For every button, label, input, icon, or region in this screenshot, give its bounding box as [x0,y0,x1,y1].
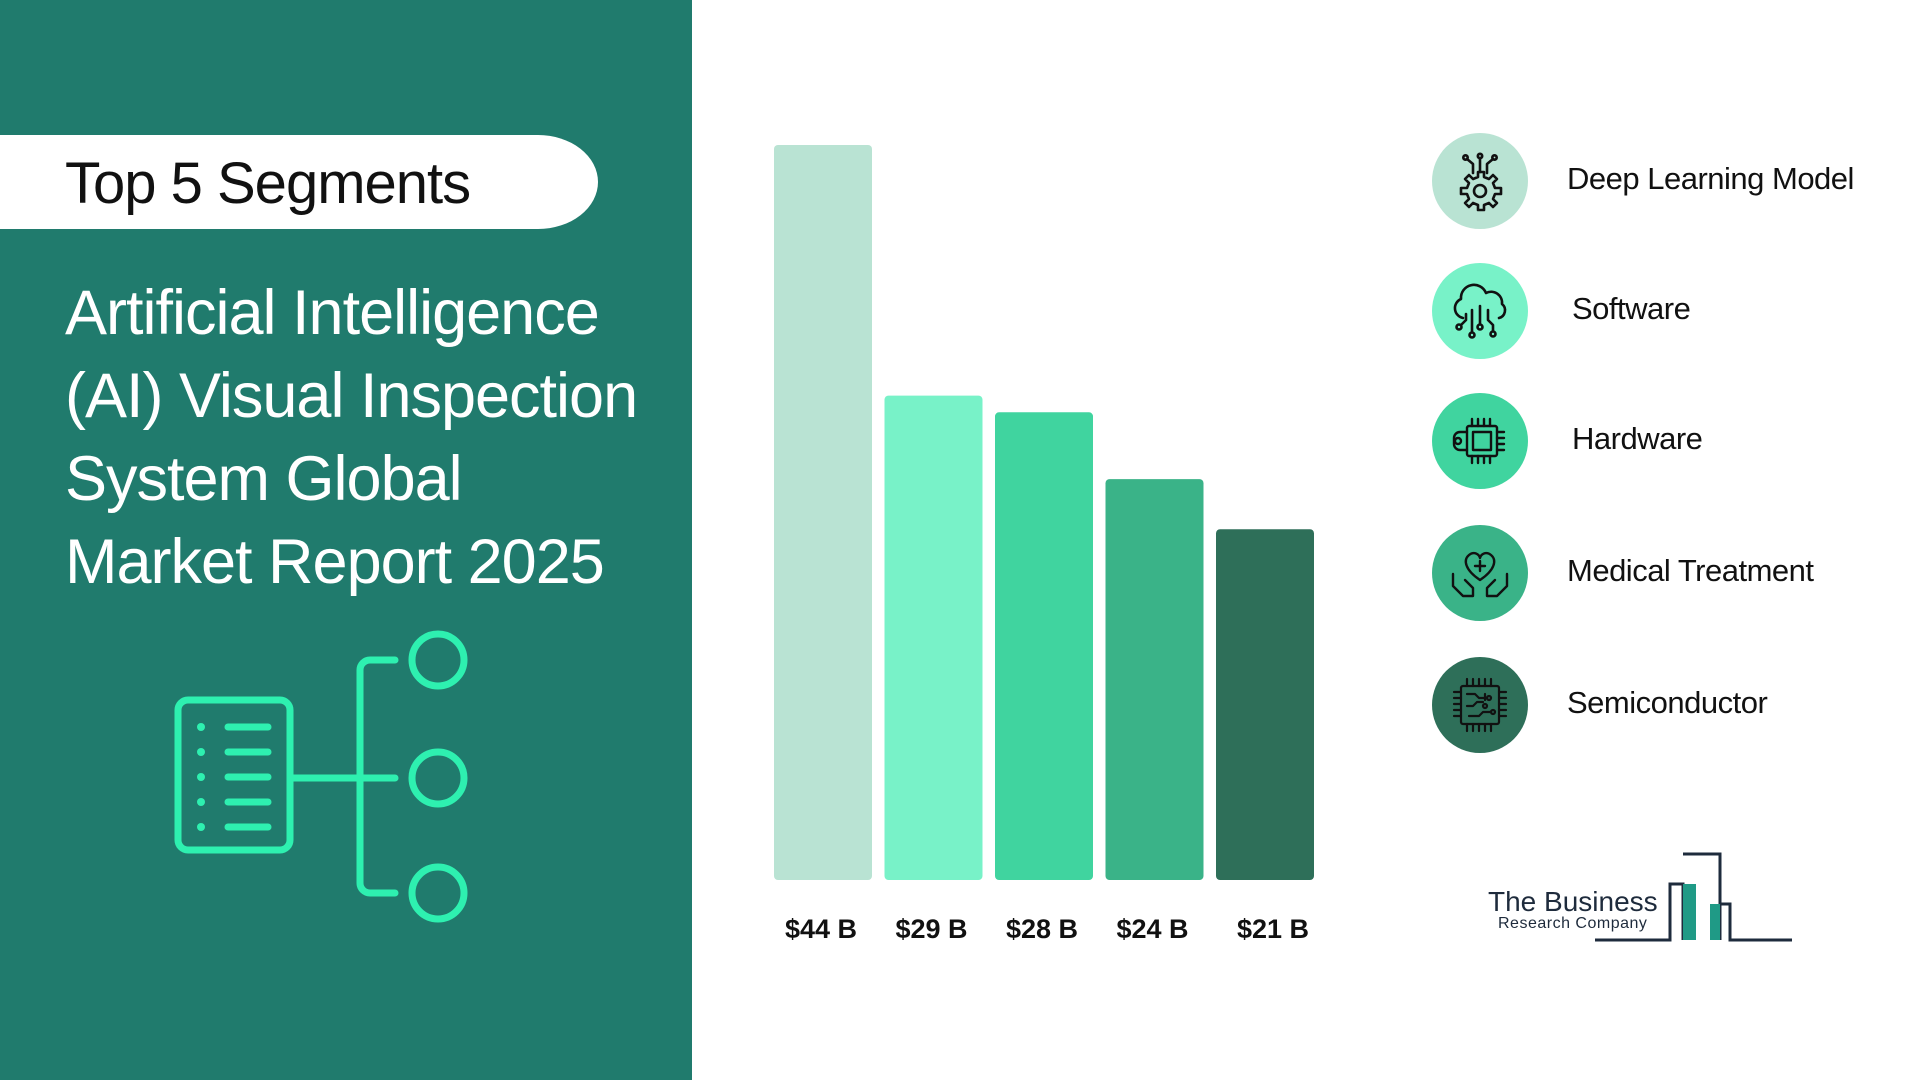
bar-value-label: $29 B [895,914,967,944]
cloud-circuit-icon [1432,263,1528,359]
bar-semiconductor [1216,529,1314,880]
heart-hands-icon [1432,525,1528,621]
legend-item-medical-treatment: Medical Treatment [1432,525,1902,621]
chip-icon [1432,393,1528,489]
bar-software [884,395,983,880]
bar-chart: $44 B $29 B $28 B $24 B $21 B [774,145,1314,944]
title-pill [0,135,598,229]
bar-deep-learning-model [774,145,872,880]
legend-label: Semiconductor [1567,685,1768,720]
legend-label: Software [1572,291,1691,326]
logo-name: The Business [1488,886,1658,917]
report-title: Artificial Intelligence (AI) Visual Insp… [65,272,675,604]
company-logo: The Business Research Company [1480,848,1800,948]
bar-hardware [995,412,1093,880]
document-tree-icon [174,630,468,923]
legend-item-deep-learning-model: Deep Learning Model [1432,133,1902,229]
report-title-line: (AI) Visual Inspection [65,361,638,431]
legend-item-hardware: Hardware [1432,393,1902,489]
gear-circuit-icon [1432,133,1528,229]
legend-label: Deep Learning Model [1567,161,1854,196]
bar-value-label: $21 B [1237,914,1309,944]
legend-item-semiconductor: Semiconductor [1432,657,1902,753]
pill-title: Top 5 Segments [65,151,471,216]
report-title-line: Market Report 2025 [65,527,605,597]
report-title-line: Artificial Intelligence [65,278,600,348]
report-title-line: System Global [65,444,463,514]
logo-buildings [1595,852,1792,942]
circuit-board-icon [1432,657,1528,753]
bar-value-label: $24 B [1116,914,1188,944]
bar-medical-treatment [1105,479,1204,880]
logo-subtitle: Research Company [1498,915,1648,932]
legend-label: Medical Treatment [1567,553,1814,588]
bar-value-label: $28 B [1006,914,1078,944]
legend-label: Hardware [1572,421,1703,456]
bar-value-label: $44 B [785,914,857,944]
legend-item-software: Software [1432,263,1902,359]
